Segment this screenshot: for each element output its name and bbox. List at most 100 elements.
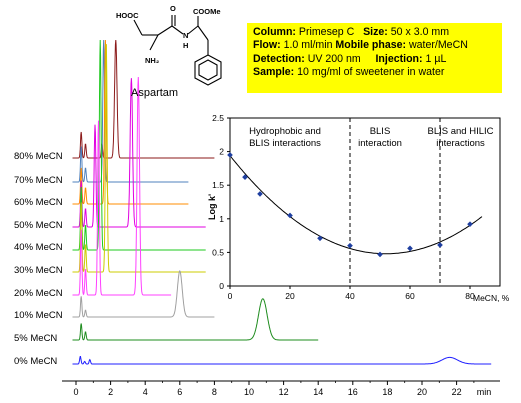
condition-key: Detection:	[253, 52, 305, 65]
time-axis-tick-label: 16	[348, 387, 358, 397]
y-tick-label: 1	[219, 214, 224, 224]
region-label-hydrophobic: Hydrophobic and BLIS interactions	[231, 126, 339, 150]
plot-frame	[229, 117, 501, 287]
fit-curve-path	[229, 155, 483, 255]
trace-label-30: 30% MeCN	[14, 265, 63, 276]
time-axis-tick-label: 18	[382, 387, 392, 397]
data-point	[347, 242, 353, 249]
interaction-dividers	[349, 118, 441, 286]
amine-group-label: NH₂	[145, 56, 160, 65]
data-point	[227, 152, 233, 158]
log-k-plot: 0 20 40 60 80 0 0.5 1 1.5 2 2.5 MeCN, % Log k'	[207, 113, 510, 303]
x-tick-label: 20	[285, 291, 295, 301]
condition-value: 1.0 ml/min	[280, 39, 333, 52]
chromatogram-trace-70	[72, 39, 189, 183]
time-axis-tick-label: 14	[313, 387, 323, 397]
chromatogram-trace-20	[72, 76, 172, 296]
condition-key: Column:	[253, 26, 296, 38]
chromatogram-trace-60	[72, 39, 189, 205]
chromatogram-trace-5	[72, 298, 319, 341]
condition-key: Size:	[363, 26, 388, 38]
condition-key: Injection:	[375, 52, 423, 65]
data-point	[287, 212, 293, 219]
time-axis-tick-label: 20	[417, 387, 427, 397]
chromatogram-trace-30	[72, 44, 206, 273]
y-tick-label: 2	[219, 147, 224, 157]
trace-label-10: 10% MeCN	[14, 310, 63, 321]
condition-row-column: Column: Primesep C Size: 50 x 3.0 mm	[253, 26, 496, 39]
fit-curve	[229, 155, 483, 255]
x-tick-label: 0	[228, 291, 233, 301]
y-axis-label: Log k'	[207, 194, 217, 220]
region-line: BLIS and HILIC	[427, 126, 494, 137]
data-points	[227, 152, 473, 258]
region-line: Hydrophobic and	[249, 126, 321, 137]
trace-label-20: 20% MeCN	[14, 288, 63, 299]
condition-value: water/MeCN	[406, 39, 468, 52]
y-tick-label: 0	[219, 281, 224, 291]
condition-row-sample: Sample: 10 mg/ml of sweetener in water	[253, 66, 496, 79]
chromatogram-layer: 0 2 4 6 8 10 12 14 16 18 20 22 min	[62, 39, 500, 397]
x-tick-label: 40	[345, 291, 355, 301]
y-tick-label: 1.5	[212, 180, 224, 190]
region-line: BLIS interactions	[249, 138, 321, 149]
ester-group-label: COOMe	[193, 7, 221, 16]
region-line: interaction	[358, 138, 402, 149]
condition-row-flow: Flow: 1.0 ml/min Mobile phase: water/MeC…	[253, 39, 496, 52]
time-axis-tick-label: 0	[73, 387, 78, 397]
chromatogram-trace-80	[72, 39, 215, 159]
data-point	[437, 242, 443, 248]
chromatogram-trace-40	[72, 39, 206, 251]
x-tick-label: 80	[465, 291, 475, 301]
y-axis-ticks: 0 0.5 1 1.5 2 2.5	[212, 113, 230, 291]
x-axis-ticks: 0 20 40 60 80	[228, 286, 475, 301]
condition-row-detection: Detection: UV 200 nm Injection: 1 µL	[253, 53, 496, 66]
data-point	[377, 251, 383, 258]
region-line: interactions	[436, 138, 485, 149]
conditions-box: Column: Primesep C Size: 50 x 3.0 mm Flo…	[247, 23, 502, 93]
x-axis-label: MeCN, %	[473, 293, 510, 303]
time-axis-tick-label: 4	[143, 387, 148, 397]
condition-key: Flow:	[253, 39, 281, 52]
trace-label-40: 40% MeCN	[14, 242, 63, 253]
region-line: BLIS	[369, 126, 391, 137]
trace-label-50: 50% MeCN	[14, 220, 63, 231]
chromatogram-trace-10	[72, 270, 215, 318]
condition-value: 1 µL	[422, 52, 447, 65]
data-point	[257, 191, 263, 197]
data-point	[317, 235, 323, 242]
time-axis-tick-label: 8	[212, 387, 217, 397]
condition-key: Sample:	[253, 66, 295, 79]
time-axis-tick-label: 2	[108, 387, 113, 397]
trace-label-70: 70% MeCN	[14, 175, 63, 186]
y-tick-label: 0.5	[212, 247, 224, 257]
condition-value: 50 x 3.0 mm	[387, 26, 450, 38]
condition-value: Primesep C	[295, 26, 355, 38]
data-point	[467, 221, 473, 228]
condition-key: Mobile phase:	[335, 39, 407, 52]
chromatogram-trace-50	[72, 78, 206, 228]
chromatogram-trace-0	[72, 356, 492, 365]
aspartame-structure	[133, 15, 222, 86]
time-axis-tick-label: 10	[244, 387, 254, 397]
trace-label-0: 0% MeCN	[14, 356, 58, 367]
amide-n-label: N	[183, 31, 189, 40]
trace-label-60: 60% MeCN	[14, 197, 63, 208]
time-axis-unit: min	[477, 387, 492, 397]
region-label-hilic: BLIS and HILIC interactions	[421, 126, 500, 150]
data-point	[242, 174, 248, 180]
condition-value: 10 mg/ml of sweetener in water	[294, 66, 445, 79]
time-axis-tick-label: 22	[452, 387, 462, 397]
condition-value: UV 200 nm	[304, 52, 361, 65]
x-tick-label: 60	[405, 291, 415, 301]
acid-group-label: HOOC	[116, 11, 139, 20]
time-axis-tick-label: 6	[177, 387, 182, 397]
time-axis-tick-label: 12	[279, 387, 289, 397]
y-tick-label: 2.5	[212, 113, 224, 123]
region-label-blis: BLIS interaction	[340, 126, 420, 150]
carbonyl-o-label: O	[170, 4, 176, 13]
data-point	[407, 245, 413, 252]
molecule-name: Aspartam	[131, 87, 179, 99]
amide-h-label: H	[183, 41, 189, 50]
